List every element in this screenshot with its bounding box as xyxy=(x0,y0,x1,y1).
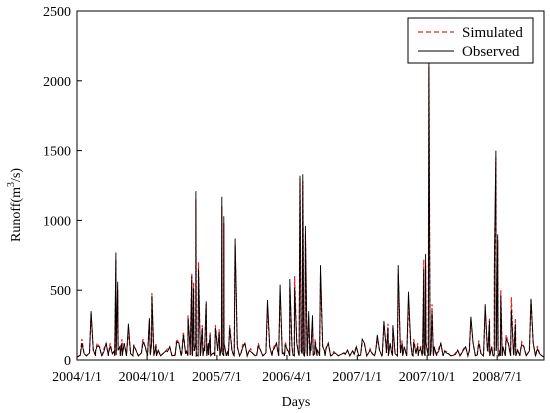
x-tick-label: 2008/7/1 xyxy=(472,370,522,385)
x-tick-label: 2004/10/1 xyxy=(119,370,176,385)
y-tick-label: 2000 xyxy=(43,75,71,90)
legend-box xyxy=(407,17,534,64)
x-axis: 2004/1/1 2004/10/1 2005/7/1 2006/4/1 2007/1/… xyxy=(52,355,522,385)
y-tick-label: 2500 xyxy=(43,5,71,20)
y-axis: 0 500 1000 1500 2000 2500 xyxy=(43,5,82,369)
plot-frame xyxy=(76,10,545,361)
legend-simulated-label: Simulated xyxy=(462,25,523,41)
series-observed-line xyxy=(76,59,545,358)
x-tick-label: 2006/4/1 xyxy=(262,370,312,385)
legend: Simulated Observed xyxy=(407,17,534,64)
y-axis-label: Runoff(m3/s) xyxy=(6,168,24,242)
y-tick-label: 1500 xyxy=(43,145,71,160)
x-tick-label: 2007/1/1 xyxy=(332,370,382,385)
y-tick-label: 1000 xyxy=(43,214,71,229)
x-tick-label: 2007/10/1 xyxy=(399,370,456,385)
plot-area xyxy=(76,10,545,361)
series-simulated-line xyxy=(76,66,545,359)
series-layer xyxy=(76,59,545,359)
y-axis-label-sup: 3 xyxy=(6,182,17,187)
x-tick-label: 2005/7/1 xyxy=(192,370,242,385)
legend-observed-label: Observed xyxy=(462,44,520,60)
y-tick-label: 500 xyxy=(50,284,71,299)
y-tick-label: 0 xyxy=(64,354,71,369)
x-tick-label: 2004/1/1 xyxy=(52,370,102,385)
y-axis-label-main: Runoff(m xyxy=(9,187,24,242)
x-axis-label: Days xyxy=(282,395,311,410)
y-axis-label-tail: /s) xyxy=(9,168,24,182)
